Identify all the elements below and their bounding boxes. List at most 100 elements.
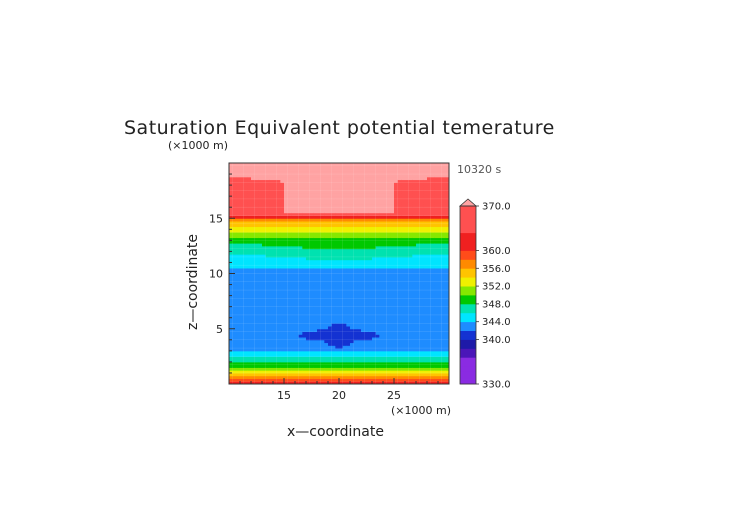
heatmap-cell	[361, 267, 366, 272]
heatmap-cell	[320, 331, 325, 335]
heatmap-cell	[394, 198, 399, 203]
heatmap-cell	[375, 295, 380, 299]
heatmap-cell	[416, 185, 421, 189]
heatmap-cell	[346, 226, 351, 230]
heatmap-cell	[284, 295, 289, 299]
heatmap-cell	[386, 381, 391, 385]
heatmap-cell	[258, 237, 263, 241]
heatmap-cell	[375, 306, 380, 310]
heatmap-cell	[309, 309, 314, 313]
heatmap-cell	[265, 287, 270, 291]
heatmap-cell	[416, 334, 421, 338]
heatmap-cell	[240, 229, 245, 233]
heatmap-cell	[386, 185, 391, 189]
heatmap-cell	[397, 193, 402, 197]
heatmap-cell	[291, 201, 296, 205]
heatmap-cell	[401, 356, 406, 360]
y-tick-label: 10	[209, 268, 223, 281]
heatmap-cell	[434, 256, 439, 261]
heatmap-cell	[280, 323, 285, 327]
heatmap-cell	[269, 381, 274, 385]
heatmap-cell	[401, 337, 406, 341]
heatmap-cell	[287, 325, 292, 330]
heatmap-cell	[331, 331, 336, 335]
heatmap-cell	[372, 209, 377, 214]
heatmap-cell	[394, 320, 399, 324]
heatmap-cell	[357, 218, 362, 222]
heatmap-cell	[240, 339, 245, 344]
heatmap-cell	[397, 359, 402, 363]
heatmap-cell	[430, 378, 435, 382]
heatmap-cell	[309, 221, 314, 225]
heatmap-cell	[386, 314, 391, 319]
heatmap-cell	[383, 256, 388, 261]
heatmap-cell	[328, 215, 333, 219]
heatmap-cell	[408, 317, 413, 321]
heatmap-cell	[434, 243, 439, 247]
heatmap-cell	[247, 267, 252, 272]
heatmap-cell	[427, 226, 432, 230]
heatmap-cell	[375, 381, 380, 385]
heatmap-cell	[445, 204, 450, 208]
heatmap-cell	[284, 193, 289, 197]
heatmap-cell	[423, 212, 428, 216]
heatmap-cell	[298, 372, 303, 377]
heatmap-cell	[364, 209, 369, 214]
heatmap-cell	[280, 243, 285, 247]
heatmap-cell	[394, 345, 399, 349]
heatmap-cell	[309, 345, 314, 349]
heatmap-cell	[269, 179, 274, 183]
heatmap-cell	[390, 301, 395, 305]
heatmap-cell	[276, 353, 281, 357]
heatmap-cell	[269, 267, 274, 272]
heatmap-cell	[313, 226, 318, 230]
heatmap-cell	[430, 306, 435, 310]
heatmap-cell	[247, 165, 252, 170]
heatmap-cell	[394, 221, 399, 225]
heatmap-cell	[306, 306, 311, 310]
heatmap-cell	[441, 303, 446, 308]
heatmap-cell	[412, 317, 417, 321]
heatmap-cell	[364, 171, 369, 175]
heatmap-cell	[346, 301, 351, 305]
heatmap-cell	[258, 314, 263, 319]
heatmap-cell	[287, 232, 292, 236]
heatmap-cell	[295, 237, 300, 241]
heatmap-cell	[408, 226, 413, 230]
heatmap-cell	[317, 168, 322, 172]
heatmap-cell	[405, 190, 410, 194]
heatmap-cell	[273, 298, 278, 302]
heatmap-cell	[346, 256, 351, 261]
heatmap-cell	[328, 317, 333, 321]
heatmap-cell	[386, 179, 391, 183]
heatmap-cell	[273, 251, 278, 255]
heatmap-cell	[386, 334, 391, 338]
heatmap-cell	[306, 303, 311, 308]
heatmap-cell	[368, 251, 373, 255]
heatmap-cell	[361, 168, 366, 172]
heatmap-cell	[295, 334, 300, 338]
heatmap-cell	[346, 295, 351, 299]
heatmap-cell	[401, 176, 406, 181]
heatmap-cell	[423, 281, 428, 286]
heatmap-cell	[430, 229, 435, 233]
heatmap-cell	[438, 325, 443, 330]
heatmap-cell	[287, 301, 292, 305]
heatmap-cell	[284, 259, 289, 263]
heatmap-cell	[423, 331, 428, 335]
heatmap-cell	[320, 279, 325, 283]
heatmap-cell	[412, 337, 417, 341]
heatmap-cell	[320, 198, 325, 203]
heatmap-cell	[342, 273, 347, 277]
heatmap-cell	[408, 337, 413, 341]
heatmap-cell	[372, 204, 377, 208]
heatmap-cell	[317, 240, 322, 244]
heatmap-cell	[342, 295, 347, 299]
heatmap-cell	[236, 331, 241, 335]
heatmap-cell	[379, 284, 384, 288]
heatmap-cell	[232, 325, 237, 330]
heatmap-cell	[350, 361, 355, 366]
heatmap-cell	[320, 237, 325, 241]
heatmap-cell	[364, 309, 369, 313]
heatmap-cell	[350, 232, 355, 236]
